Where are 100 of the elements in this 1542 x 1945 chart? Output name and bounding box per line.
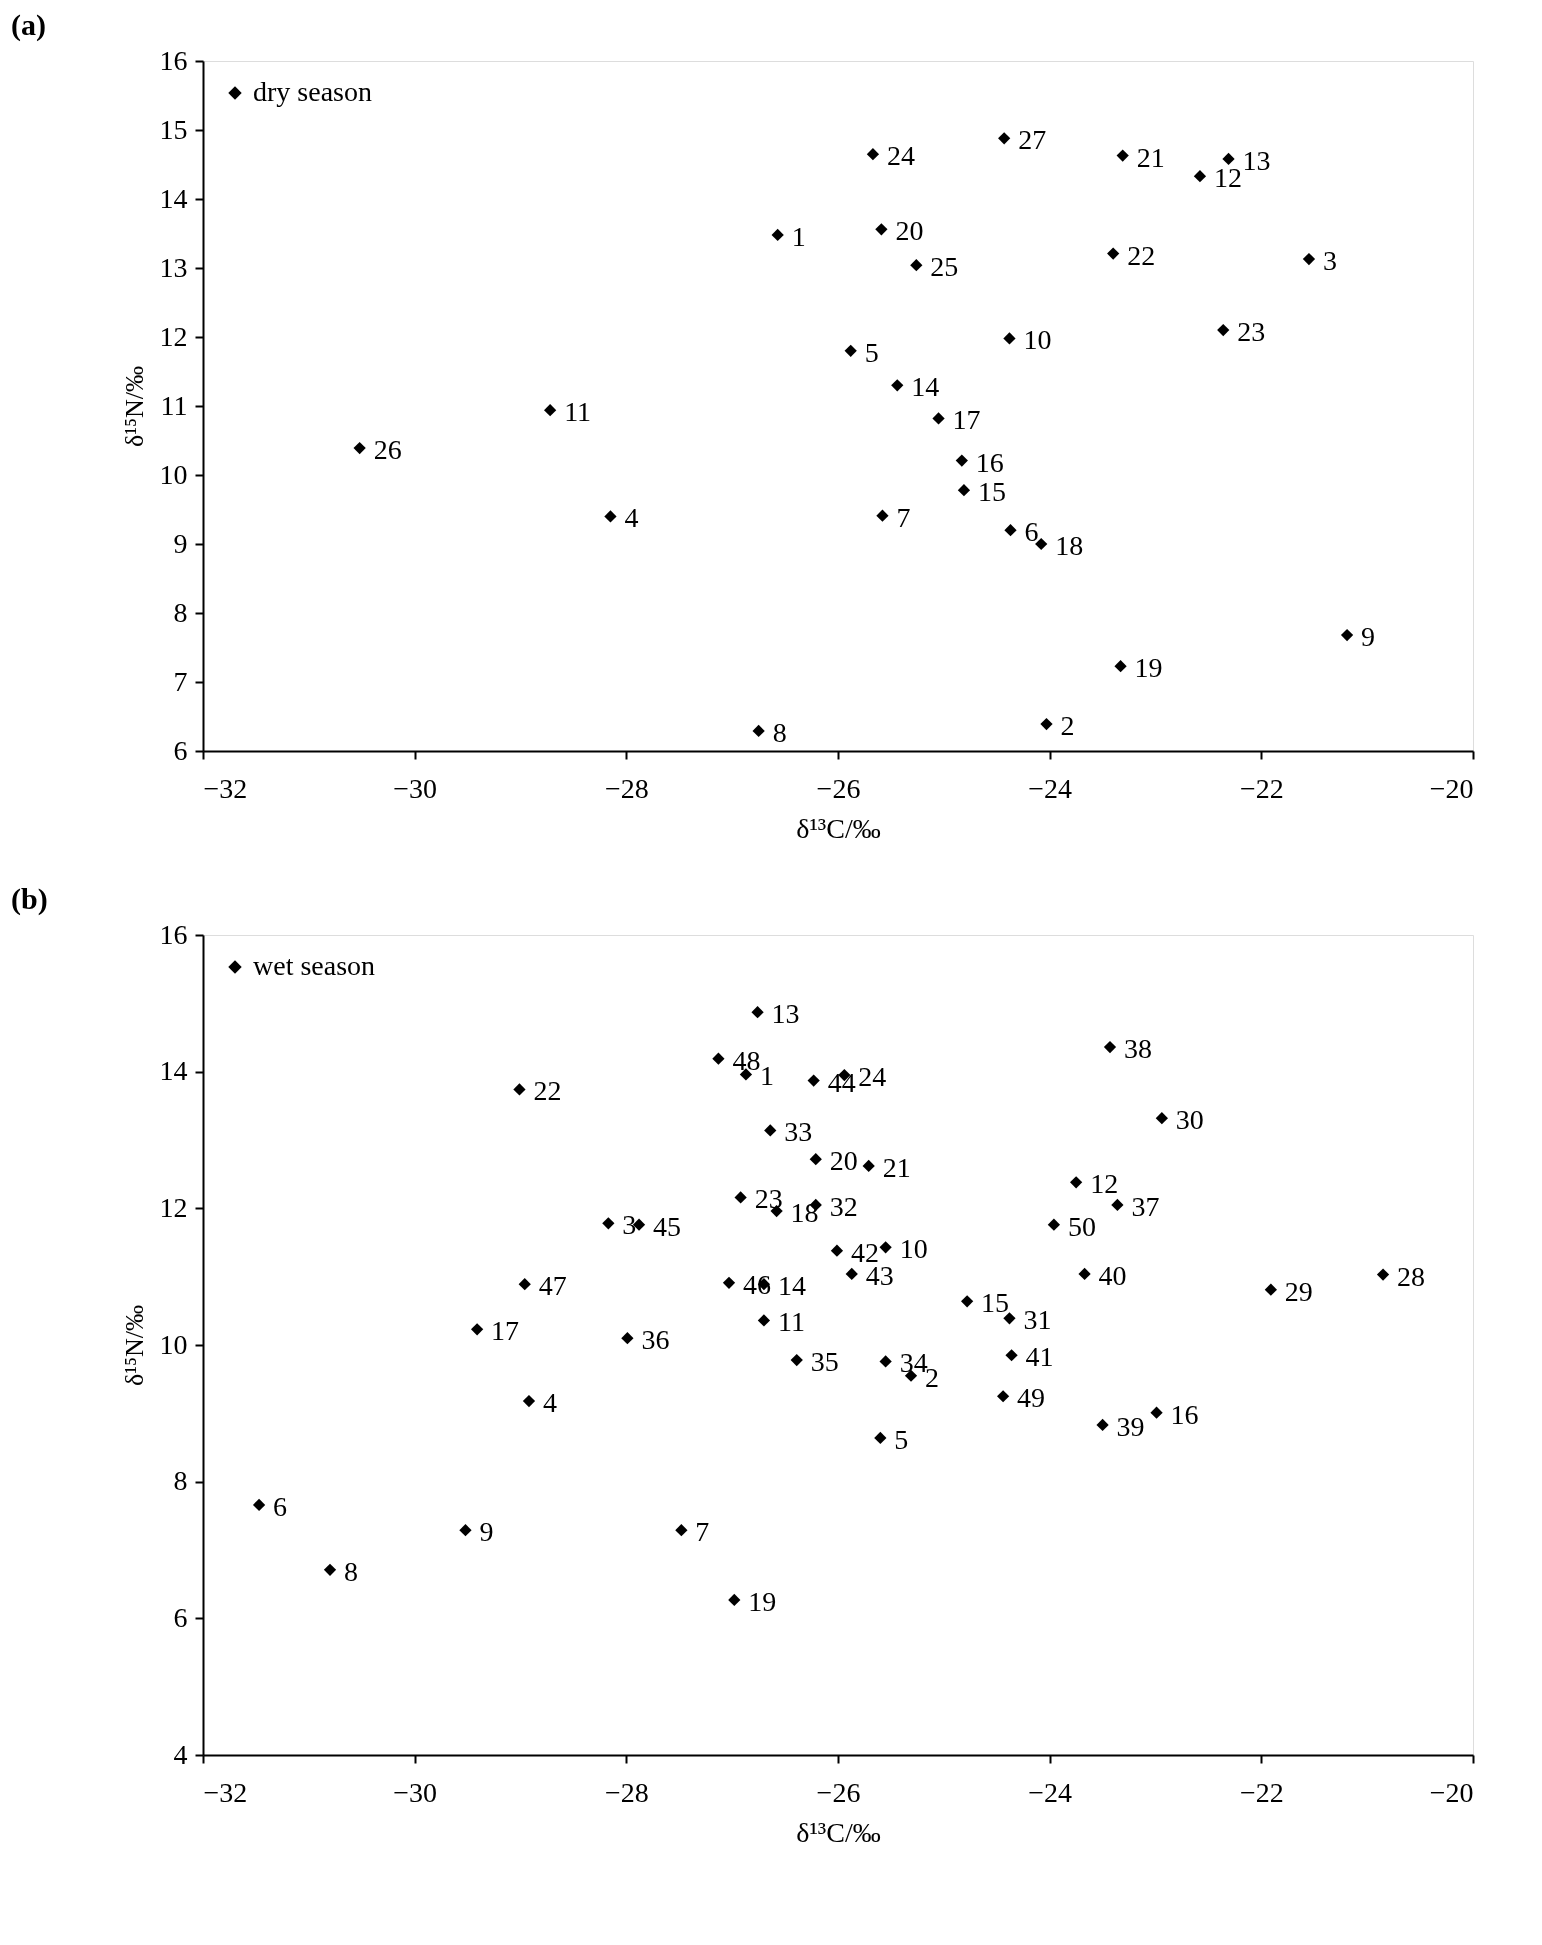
y-tick-label: 16: [159, 44, 188, 76]
chart-title: (b): [11, 882, 48, 916]
annotation: 1: [791, 220, 806, 252]
annotation: 20: [895, 215, 924, 247]
annotation: 41: [1025, 1341, 1054, 1373]
annotation: 19: [748, 1585, 777, 1617]
x-tick-label: −22: [1239, 1776, 1284, 1808]
annotation: 5: [864, 336, 879, 368]
y-axis-title: δ¹⁵N/‰: [119, 365, 149, 448]
annotation: 31: [1023, 1304, 1052, 1336]
annotation: 10: [1023, 324, 1052, 356]
annotation: 29: [1284, 1275, 1313, 1307]
annotation: 27: [1018, 124, 1047, 156]
annotation: 38: [1123, 1033, 1152, 1065]
legend-label: wet season: [253, 950, 376, 981]
annotation: 17: [952, 404, 981, 436]
y-tick-label: 14: [159, 1055, 188, 1087]
annotation: 8: [344, 1555, 358, 1587]
y-tick-label: 8: [173, 1465, 188, 1497]
x-tick-label: −26: [816, 772, 861, 804]
annotation: 16: [975, 446, 1004, 478]
annotation: 19: [1134, 652, 1163, 684]
annotation: 21: [882, 1151, 911, 1183]
x-tick-label: −20: [1429, 772, 1474, 804]
y-tick-label: 8: [173, 596, 188, 628]
annotation: 25: [930, 251, 959, 283]
y-tick-label: 14: [159, 182, 188, 214]
annotation: 24: [886, 140, 915, 172]
annotation: 36: [641, 1324, 670, 1356]
annotation: 15: [981, 1287, 1010, 1319]
x-tick-label: −30: [393, 1776, 438, 1808]
annotation: 47: [538, 1270, 567, 1302]
annotation: 17: [491, 1315, 520, 1347]
x-tick-label: −22: [1239, 772, 1284, 804]
y-tick-label: 16: [159, 918, 188, 950]
annotation: 9: [1361, 621, 1376, 653]
x-tick-label: −28: [604, 1776, 649, 1808]
x-tick-label: −30: [393, 772, 438, 804]
y-tick-label: 6: [173, 734, 188, 766]
x-tick-label: −28: [604, 772, 649, 804]
annotation: 32: [829, 1190, 858, 1222]
annotation: 4: [624, 502, 639, 534]
annotation: 6: [1024, 516, 1039, 548]
annotation: 13: [771, 998, 800, 1030]
annotation: 44: [827, 1066, 856, 1098]
annotation: 7: [695, 1516, 710, 1548]
annotation: 20: [829, 1145, 858, 1177]
annotation: 7: [896, 501, 911, 533]
x-axis-title: δ¹³C/‰: [796, 812, 881, 844]
x-tick-label: −32: [203, 772, 248, 804]
annotation: 33: [784, 1116, 813, 1148]
annotation: 8: [772, 716, 787, 748]
annotation: 24: [858, 1061, 887, 1093]
annotation: 2: [1060, 710, 1075, 742]
annotation: 22: [1127, 239, 1156, 271]
annotation: 14: [911, 371, 940, 403]
annotation: 11: [777, 1306, 805, 1338]
annotation: 12: [1090, 1168, 1119, 1200]
annotation: 48: [732, 1044, 761, 1076]
annotation: 23: [1237, 316, 1266, 348]
annotation: 3: [622, 1209, 637, 1241]
annotation: 21: [1136, 141, 1165, 173]
y-tick-label: 12: [159, 320, 188, 352]
annotation: 45: [653, 1210, 682, 1242]
annotation: 3: [1322, 245, 1337, 277]
chart-title: (a): [11, 8, 46, 42]
annotation: 10: [899, 1233, 928, 1265]
annotation: 30: [1175, 1104, 1204, 1136]
annotation: 5: [894, 1423, 909, 1455]
annotation: 40: [1098, 1259, 1127, 1291]
annotation: 14: [777, 1270, 806, 1302]
annotation: 39: [1116, 1410, 1145, 1442]
annotation: 11: [564, 396, 592, 428]
y-tick-label: 15: [159, 113, 188, 145]
annotation: 37: [1131, 1190, 1160, 1222]
y-tick-label: 4: [173, 1738, 188, 1770]
x-tick-label: −20: [1429, 1776, 1474, 1808]
x-tick-label: −26: [816, 1776, 861, 1808]
annotation: 15: [977, 476, 1006, 508]
annotation: 4: [542, 1387, 557, 1419]
y-tick-label: 11: [160, 389, 188, 421]
annotation: 28: [1397, 1260, 1426, 1292]
annotation: 9: [479, 1516, 494, 1548]
annotation: 22: [533, 1075, 562, 1107]
y-tick-label: 13: [159, 251, 188, 283]
y-tick-label: 12: [159, 1191, 188, 1223]
annotation: 34: [899, 1347, 928, 1379]
annotation: 1: [759, 1060, 774, 1092]
y-tick-label: 10: [159, 458, 188, 490]
annotation: 49: [1017, 1382, 1046, 1414]
annotation: 6: [273, 1490, 288, 1522]
annotation: 50: [1067, 1210, 1096, 1242]
y-tick-label: 10: [159, 1328, 188, 1360]
x-tick-label: −32: [203, 1776, 248, 1808]
annotation: 26: [373, 434, 402, 466]
x-tick-label: −24: [1028, 1776, 1073, 1808]
legend-label: dry season: [253, 76, 372, 107]
y-tick-label: 9: [173, 527, 188, 559]
annotation: 13: [1242, 144, 1271, 176]
y-tick-label: 7: [173, 665, 188, 697]
